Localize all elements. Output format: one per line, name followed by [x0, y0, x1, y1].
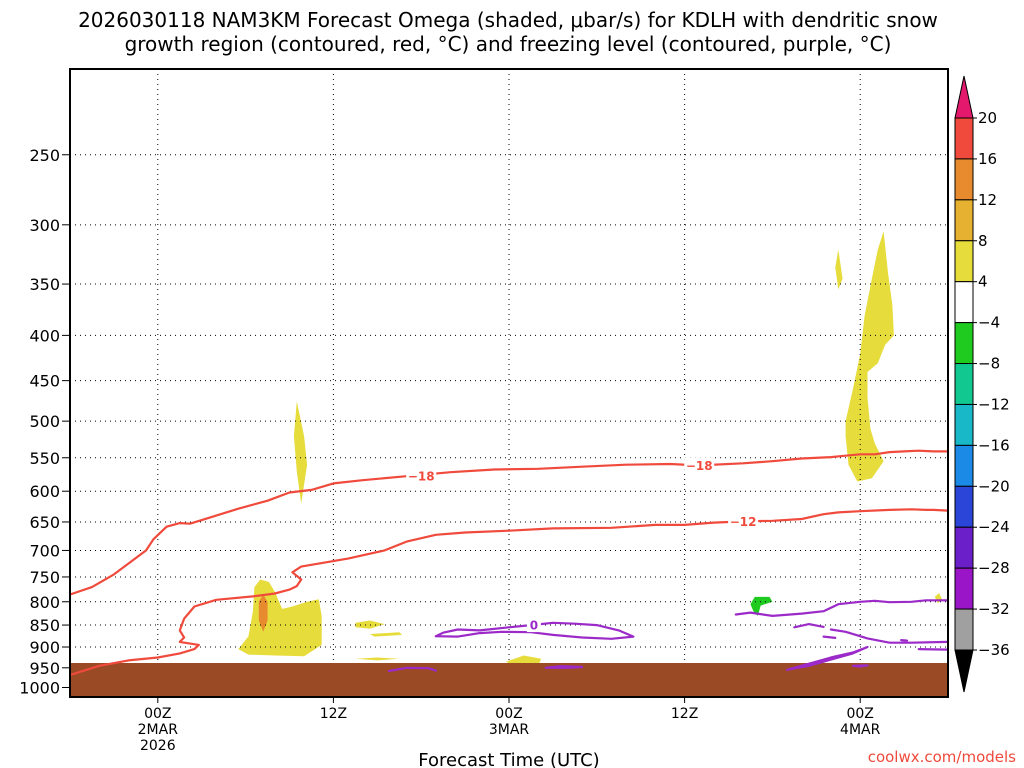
contour-labels: −18 −18 −12 0: [406, 457, 759, 633]
colorbar-label-7: −12: [978, 395, 1010, 413]
x-tick-label-48-1: 4MAR: [840, 722, 881, 738]
colorbar-label-12: −32: [978, 600, 1010, 618]
colorbar-swatch-0: [954, 117, 974, 160]
plot-frame: [69, 68, 949, 698]
colorbar-swatch-12: [954, 608, 974, 651]
colorbar-swatch-10: [954, 526, 974, 569]
colorbar-swatch-11: [954, 567, 974, 610]
y-axis-ticks: 250 300 350 400 450 500 550 600 650 700 750 800 850 9…: [19, 146, 70, 698]
contour-label-bg-3: [526, 617, 541, 633]
omega-region-omega-col-a: [293, 401, 308, 504]
omega-region-omega-orange-a: [258, 594, 268, 632]
contour--18C: [70, 449, 948, 596]
contour-label-bg-0: [406, 468, 437, 484]
x-tick-label-36-0: 12Z: [671, 706, 698, 722]
x-tick-label-24-0: 00Z: [495, 706, 522, 722]
x-tick-label-0-1: 2MAR: [138, 722, 179, 738]
contour-0C-f: [793, 623, 825, 629]
x-tick-label-0-2: 2026: [140, 738, 176, 754]
contour-0C-c: [544, 665, 584, 669]
y-tick-label-650: 650: [29, 513, 60, 532]
chart-title-line1: 2026030118 NAM3KM Forecast Omega (shaded…: [78, 8, 938, 32]
y-tick-label-500: 500: [29, 412, 60, 431]
colorbar-swatch-4: [954, 281, 974, 324]
omega-region-omega-small-c: [370, 632, 403, 637]
contour-label-0: −18: [408, 470, 435, 484]
y-tick-label-850: 850: [29, 616, 60, 635]
colorbar-label-3: 8: [978, 232, 988, 250]
contour-lines: [70, 449, 948, 677]
colorbar-label-1: 16: [978, 150, 997, 168]
contour-0C-b: [387, 666, 437, 673]
colorbar-label-0: 20: [978, 109, 997, 127]
contour-label-2: −12: [730, 515, 757, 529]
colorbar-label-13: −36: [978, 641, 1010, 659]
colorbar-swatch-9: [954, 485, 974, 528]
contour-label-1: −18: [686, 459, 713, 473]
colorbar-legend: 20 16 12 8 4 −4 −8 −12 −16 −20 −24 −28 −32 −36: [954, 75, 1010, 693]
colorbar-swatch-2: [954, 199, 974, 242]
x-tick-label-24-1: 3MAR: [489, 722, 530, 738]
contour-0C-g: [822, 635, 837, 639]
omega-shaded-regions: [238, 231, 943, 668]
x-axis-title: Forecast Time (UTC): [418, 750, 599, 768]
x-tick-label-0-0: 00Z: [144, 706, 171, 722]
contour-0C-a: [434, 621, 635, 640]
colorbar-label-4: 4: [978, 273, 988, 291]
y-tick-label-600: 600: [29, 482, 60, 501]
contour-label-bg-2: [728, 513, 759, 529]
colorbar-top-triangle: [954, 75, 974, 119]
colorbar-swatch-1: [954, 158, 974, 201]
colorbar-swatch-6: [954, 363, 974, 405]
colorbar-bottom-triangle: [954, 649, 974, 693]
colorbar-swatch-8: [954, 444, 974, 487]
y-tick-label-350: 350: [29, 275, 60, 294]
contour-label-bg-1: [684, 457, 715, 473]
colorbar-label-9: −20: [978, 477, 1010, 495]
colorbar-label-6: −8: [978, 355, 1000, 373]
y-tick-label-1000: 1000: [19, 679, 60, 698]
y-tick-label-700: 700: [29, 541, 60, 560]
y-tick-label-950: 950: [29, 659, 60, 678]
contour-0C-e: [829, 628, 948, 644]
contour-0C-i: [917, 648, 948, 651]
y-tick-label-250: 250: [29, 146, 60, 165]
contour-0C-k: [851, 664, 869, 668]
y-tick-label-300: 300: [29, 216, 60, 235]
y-tick-label-800: 800: [29, 593, 60, 612]
colorbar-swatch-5: [954, 322, 974, 365]
colorbar-label-11: −28: [978, 559, 1010, 577]
colorbar-label-10: −24: [978, 518, 1010, 536]
y-tick-label-400: 400: [29, 326, 60, 345]
colorbar-swatch-3: [954, 240, 974, 283]
y-tick-label-450: 450: [29, 372, 60, 391]
ground-surface: [70, 663, 948, 697]
chart-title-line2: growth region (contoured, red, °C) and f…: [125, 32, 892, 56]
omega-region-omega-small-d: [355, 657, 400, 661]
contour-0C-d: [734, 599, 948, 617]
contour-label-3: 0: [530, 619, 538, 633]
grid-lines: [70, 69, 948, 697]
contour-0C-j: [785, 645, 869, 671]
colorbar-label-2: 12: [978, 191, 997, 209]
contour--12C: [70, 508, 948, 677]
y-tick-label-900: 900: [29, 638, 60, 657]
colorbar-label-5: −4: [978, 314, 1000, 332]
colorbar-label-8: −16: [978, 436, 1010, 454]
omega-region-omega-col-f: [835, 249, 843, 290]
y-tick-label-550: 550: [29, 449, 60, 468]
omega-region-omega-mid-a: [238, 579, 322, 657]
colorbar-swatch-7: [954, 403, 974, 446]
contour-0C-h: [900, 639, 909, 642]
x-tick-label-12-0: 12Z: [320, 706, 347, 722]
y-tick-label-750: 750: [29, 568, 60, 587]
credit-text[interactable]: coolwx.com/models: [868, 748, 1016, 766]
omega-region-omega-col-g: [845, 231, 894, 482]
x-tick-label-48-0: 00Z: [846, 706, 873, 722]
